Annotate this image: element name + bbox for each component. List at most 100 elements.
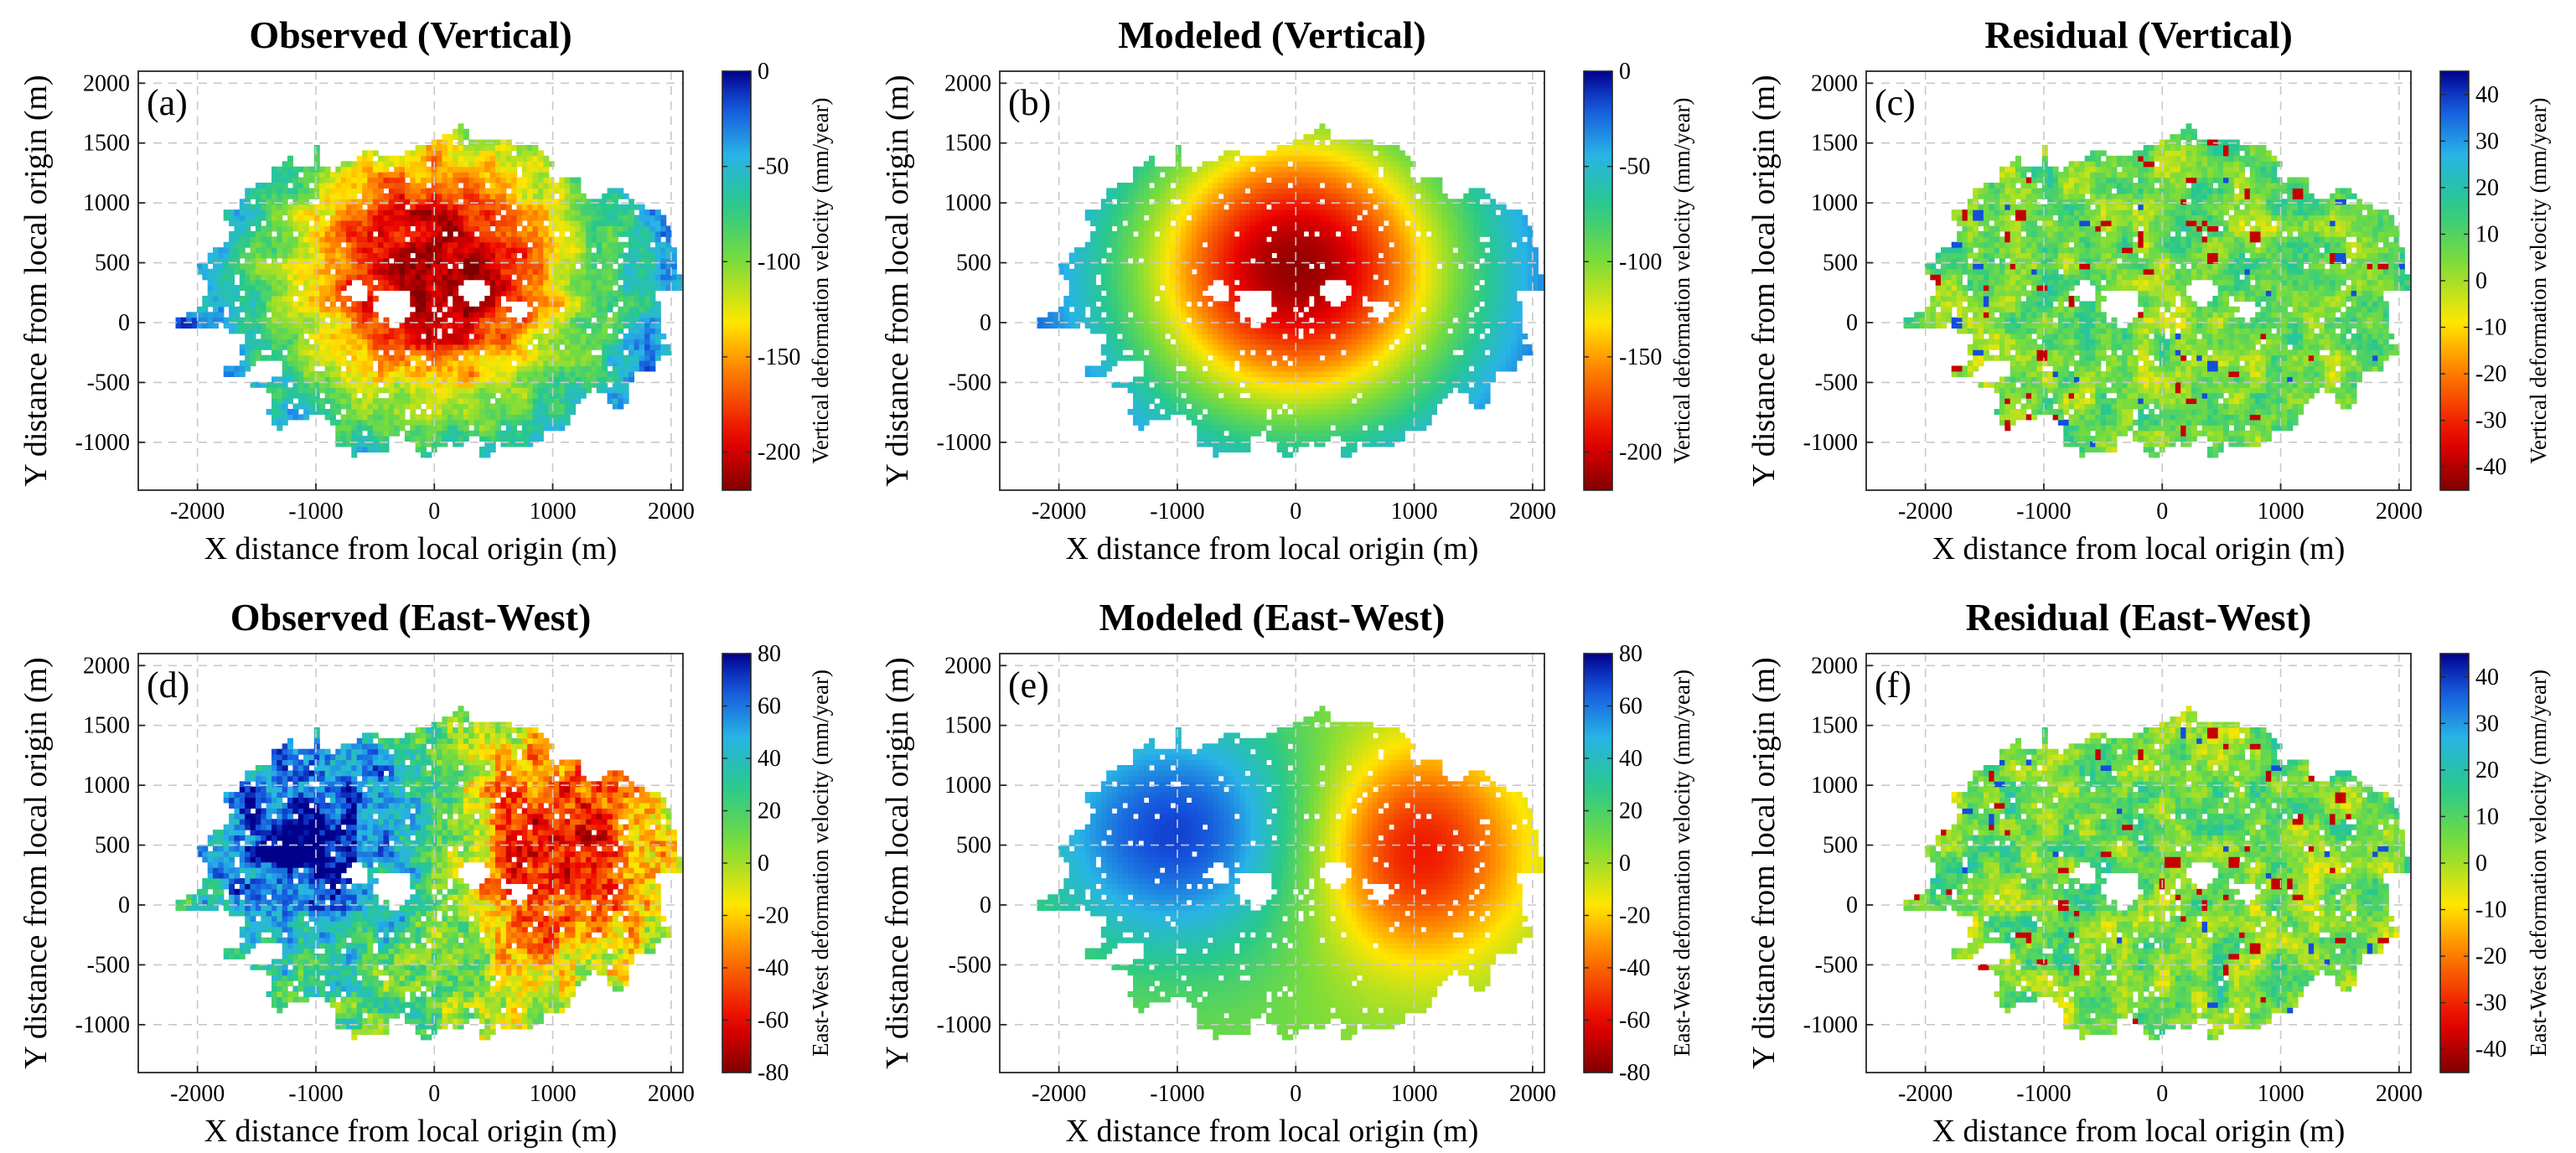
colorbar-tick-label: -200 <box>1619 440 1662 466</box>
x-tick-label: 0 <box>1290 499 1301 525</box>
x-tick-label: -2000 <box>1898 1081 1953 1107</box>
x-axis-label: X distance from local origin (m) <box>204 531 618 566</box>
colorbar-tick-label: -10 <box>2475 315 2506 341</box>
heatmap-cells <box>175 706 683 1041</box>
colorbar-tick-label: 40 <box>1619 746 1642 772</box>
y-tick-label: 1000 <box>83 773 130 799</box>
colorbar-tick-label: -20 <box>2475 944 2506 969</box>
x-axis-label: X distance from local origin (m) <box>1066 1114 1479 1149</box>
x-tick-label: 0 <box>428 1081 440 1107</box>
y-tick-label: -1000 <box>937 1012 991 1038</box>
heatmap-cells <box>1037 123 1544 458</box>
colorbar-tick-label: -200 <box>758 440 800 466</box>
x-tick-label: 0 <box>2156 1081 2168 1107</box>
colorbar-tick-label: 20 <box>2475 175 2499 201</box>
y-tick-label: 0 <box>1846 892 1858 918</box>
panel-f: Residual (East-West)-2000 -1000 0 1000 2000-… <box>1746 596 2551 1149</box>
colorbar-tick-label: -40 <box>758 955 789 981</box>
colorbar-tick-label: 30 <box>2475 711 2499 737</box>
y-tick-label: 2000 <box>944 653 991 679</box>
y-tick-label: 500 <box>956 251 991 277</box>
panel-title: Residual (East-West) <box>1966 596 2312 639</box>
panel-label: (c) <box>1875 82 1916 123</box>
panel-title: Modeled (Vertical) <box>1118 13 1425 56</box>
y-tick-label: 1500 <box>1811 131 1858 157</box>
panel-e: Modeled (East-West)-2000 -1000 0 1000 2000-1… <box>880 596 1694 1149</box>
x-tick-label: -2000 <box>170 1081 225 1107</box>
colorbar-tick-label: 0 <box>758 59 769 85</box>
panel-b: Modeled (Vertical)-2000 -1000 0 1000 2000-10… <box>880 13 1694 566</box>
y-tick-label: -1000 <box>937 430 991 456</box>
x-tick-label: 1000 <box>530 499 577 525</box>
y-axis-label: Y distance from local origin (m) <box>1746 657 1782 1068</box>
y-axis-label: Y distance from local origin (m) <box>1746 75 1782 486</box>
y-tick-label: 0 <box>980 892 991 918</box>
x-tick-label: 0 <box>1290 1081 1301 1107</box>
x-axis-label: X distance from local origin (m) <box>1066 531 1479 566</box>
colorbar-tick-label: -60 <box>758 1008 789 1034</box>
colorbar-tick-label: 60 <box>758 694 781 720</box>
y-tick-label: 0 <box>118 892 130 918</box>
colorbar-tick-label: 40 <box>2475 664 2499 690</box>
y-tick-label: 1000 <box>83 190 130 216</box>
colorbar-label: East-West deformation velocity (mm/year) <box>2526 670 2551 1057</box>
x-tick-label: 2000 <box>648 499 695 525</box>
colorbar-tick-label: 20 <box>1619 799 1642 825</box>
x-tick-label: -1000 <box>288 499 343 525</box>
axes-frame <box>137 653 684 1073</box>
colorbar-tick-label: -60 <box>1619 1008 1650 1034</box>
y-tick-label: 2000 <box>1811 70 1858 96</box>
panel-title: Observed (Vertical) <box>249 13 572 56</box>
colorbar-tick-label: 60 <box>1619 694 1642 720</box>
x-tick-label: -1000 <box>1150 1081 1204 1107</box>
panel-d: Observed (East-West)-2000 -1000 0 1000 2000-… <box>18 596 833 1149</box>
colorbar-tick-label: 0 <box>2475 268 2487 294</box>
axes-frame <box>1865 653 2412 1073</box>
y-tick-label: 0 <box>980 310 991 336</box>
x-axis-label: X distance from local origin (m) <box>204 1114 618 1149</box>
x-tick-label: 2000 <box>1509 499 1556 525</box>
colorbar-tick-label: 80 <box>758 641 781 667</box>
y-axis-label: Y distance from local origin (m) <box>18 657 54 1068</box>
panel-c: Residual (Vertical)-2000 -1000 0 1000 2000-1… <box>1746 13 2551 566</box>
colorbar <box>722 70 752 491</box>
heatmap-cells <box>175 123 683 458</box>
y-tick-label: 500 <box>956 833 991 859</box>
y-tick-label: 2000 <box>83 653 130 679</box>
x-tick-label: 2000 <box>648 1081 695 1107</box>
y-tick-label: 1500 <box>83 713 130 739</box>
colorbar-tick-label: 0 <box>2475 851 2487 876</box>
x-tick-label: 2000 <box>2376 499 2423 525</box>
panel-label: (b) <box>1008 82 1051 123</box>
panel-label: (d) <box>147 664 189 706</box>
y-axis-label: Y distance from local origin (m) <box>880 75 915 486</box>
y-tick-label: -1000 <box>1803 430 1858 456</box>
colorbar-tick-label: -150 <box>758 344 800 370</box>
x-axis-label: X distance from local origin (m) <box>1932 1114 2346 1149</box>
x-tick-label: -2000 <box>170 499 225 525</box>
colorbar-label: Vertical deformation velocity (mm/year) <box>1669 97 1694 463</box>
y-tick-label: 0 <box>118 310 130 336</box>
colorbar-tick-label: -40 <box>2475 1037 2506 1063</box>
colorbar-tick-label: -40 <box>2475 454 2506 480</box>
colorbar-label: Vertical deformation velocity (mm/year) <box>808 97 833 463</box>
y-tick-label: 500 <box>95 833 130 859</box>
x-tick-label: -2000 <box>1032 1081 1086 1107</box>
colorbar-label: East-West deformation velocity (mm/year) <box>808 670 833 1057</box>
y-tick-label: -500 <box>1815 370 1858 396</box>
x-tick-label: 1000 <box>1391 1081 1438 1107</box>
colorbar-tick-label: 10 <box>2475 221 2499 247</box>
colorbar-tick-label: -80 <box>1619 1060 1650 1086</box>
x-tick-label: -2000 <box>1898 499 1953 525</box>
colorbar-tick-label: 40 <box>758 746 781 772</box>
panel-label: (a) <box>147 82 188 123</box>
panel-label: (f) <box>1875 664 1911 706</box>
y-tick-label: 500 <box>1823 251 1858 277</box>
y-tick-label: 2000 <box>83 70 130 96</box>
y-tick-label: 2000 <box>944 70 991 96</box>
x-tick-label: 2000 <box>1509 1081 1556 1107</box>
axes-frame <box>999 653 1545 1073</box>
colorbar-tick-label: 0 <box>1619 59 1631 85</box>
y-tick-label: -1000 <box>75 430 130 456</box>
x-tick-label: -1000 <box>2016 499 2071 525</box>
